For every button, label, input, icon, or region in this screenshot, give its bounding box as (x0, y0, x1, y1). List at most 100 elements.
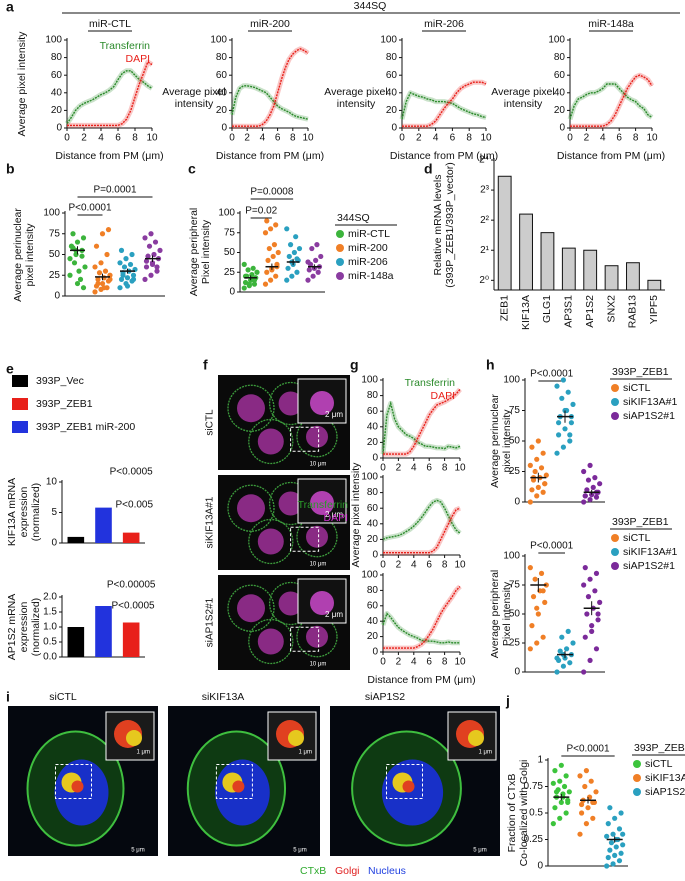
y-tick-label: 0 (56, 123, 62, 134)
line (401, 91, 487, 120)
dot (558, 799, 564, 806)
legend-label: DAPI (125, 53, 150, 65)
scale-label: 1 μm (137, 750, 150, 756)
y-tick-label: 2⁴ (479, 155, 489, 166)
x-tick-label: 10 (302, 133, 314, 144)
nucleus (257, 628, 284, 655)
dot (605, 854, 611, 861)
dot (610, 861, 616, 867)
scale-label: 2 μm (325, 510, 343, 519)
y-tick-label: 100 (361, 570, 378, 581)
chart-title: miR-200 (250, 18, 290, 30)
y-axis-label: Average pixel intensity (16, 31, 28, 137)
y-tick-label: 2.0 (43, 592, 57, 603)
y-axis-label: Average peripheral (188, 208, 200, 297)
scale-label: 5 μm (473, 848, 486, 854)
legend-label: miR-206 (348, 256, 388, 268)
y-tick-label: 40 (216, 87, 228, 98)
y-axis-label: Average peripheral (489, 570, 501, 659)
y-axis-label: Co-localized with Golgi (518, 760, 530, 867)
dot (105, 227, 112, 233)
y-tick-label: 20 (386, 105, 398, 116)
bar (626, 262, 640, 291)
dot (592, 475, 598, 481)
roi (290, 526, 320, 552)
dot (286, 253, 292, 260)
y-tick-label: 100 (380, 35, 397, 46)
x-tick-label: RAB13 (627, 295, 639, 328)
x-tick-label: 8 (633, 133, 639, 144)
line (402, 81, 487, 127)
dot (556, 432, 562, 438)
y-tick-label: 60 (386, 70, 398, 81)
dot (605, 821, 611, 827)
y-tick-label: 0 (54, 291, 60, 302)
annotation: P=0.0001 (93, 185, 137, 196)
y-tick-label: 80 (216, 52, 228, 63)
y-tick-label: 25 (509, 638, 521, 649)
dot (145, 253, 151, 259)
golgi (71, 780, 84, 793)
panel-label: e (6, 361, 14, 377)
y-tick-label: 50 (224, 247, 236, 258)
bar (95, 507, 112, 543)
dot (581, 499, 587, 505)
dot (251, 281, 258, 287)
nucleus (54, 759, 109, 826)
line (383, 586, 461, 649)
legend-label: siAP1S2 (645, 786, 685, 798)
y-tick-label: 0.5 (43, 637, 57, 648)
y-tick-label: 40 (367, 518, 379, 529)
x-tick-label: 6 (275, 133, 281, 144)
y-axis-label: Pixel intensity (501, 581, 513, 646)
dot (95, 276, 101, 282)
y-tick-label: 60 (216, 70, 228, 81)
legend-swatch (12, 375, 28, 387)
y-tick-label: 50 (509, 436, 521, 447)
y-axis-label: (393P_ZEB1/393P_vector) (444, 162, 456, 288)
dot (557, 778, 563, 784)
dot (129, 251, 135, 258)
x-tick-label: 8 (442, 657, 448, 668)
dot (612, 815, 618, 821)
y-axis-label: Average pixel (491, 86, 554, 98)
dot (534, 605, 540, 611)
dot (294, 256, 300, 262)
y-axis-label: expression (18, 601, 30, 652)
dot (589, 628, 595, 635)
scale-label: 2 μm (325, 410, 343, 419)
annotation: P<0.0005 (112, 601, 156, 612)
line (382, 400, 461, 455)
inset-golgi (288, 730, 304, 746)
dot (120, 272, 126, 278)
y-tick-label: 0.5 (529, 808, 543, 819)
dot (538, 465, 545, 471)
scale-label: 1 μm (479, 750, 492, 756)
dot (584, 487, 590, 493)
dot (315, 269, 321, 275)
nucleus (237, 394, 265, 423)
y-tick-label: 0.25 (524, 834, 544, 845)
x-tick-label: 2 (81, 133, 87, 144)
dot (616, 826, 623, 832)
x-axis-label: Distance from PM (μm) (390, 150, 498, 162)
x-tick-label: KIF13A (520, 295, 532, 330)
x-tick-label: 6 (426, 657, 432, 668)
y-axis-label: Average pixel (162, 86, 225, 98)
dot (71, 260, 78, 266)
dot (593, 570, 600, 577)
legend-label: Transferrin (405, 377, 456, 389)
dot (579, 810, 585, 816)
dot (565, 799, 571, 806)
legend-label: 393P_ZEB1 (36, 398, 93, 410)
y-tick-label: 20 (554, 105, 566, 116)
x-tick-label: 2 (244, 133, 250, 144)
line (570, 74, 653, 127)
legend-swatch (12, 398, 28, 410)
dot (567, 660, 573, 666)
dot (590, 815, 596, 821)
y-tick-label: 40 (554, 87, 566, 98)
nucleus (278, 391, 303, 416)
dot (124, 283, 131, 289)
x-tick-label: AP3S1 (563, 295, 575, 328)
